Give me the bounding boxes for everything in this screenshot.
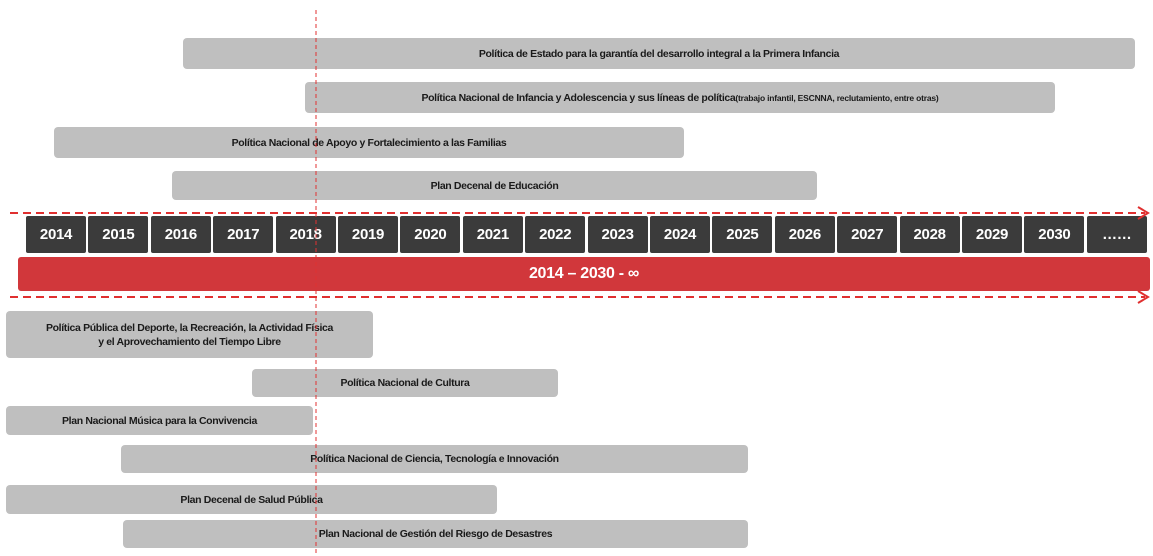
- policy-bar: Política Nacional de Cultura: [252, 369, 558, 397]
- policy-bar: Política Pública del Deporte, la Recreac…: [6, 311, 373, 358]
- year-box: 2023: [587, 216, 648, 253]
- policy-label: Plan Nacional Música para la Convivencia: [62, 414, 257, 427]
- policy-label: Política Nacional de Ciencia, Tecnología…: [310, 453, 559, 465]
- year-box: 2027: [837, 216, 898, 253]
- year-box: 2018: [275, 216, 336, 253]
- year-box: 2016: [150, 216, 211, 253]
- policy-label: Política Nacional de Infancia y Adolesce…: [421, 91, 736, 104]
- year-box: 2022: [525, 216, 586, 253]
- banner-label: 2014 – 2030 - ∞: [528, 265, 640, 282]
- year-box: 2028: [899, 216, 960, 253]
- policy-label: Política de Estado para la garantía del …: [478, 47, 840, 60]
- policy-bar: Política Nacional de Apoyo y Fortalecimi…: [54, 127, 684, 158]
- year-box: 2019: [338, 216, 398, 253]
- year-box: 2029: [962, 216, 1022, 253]
- policy-label: Política Nacional de Apoyo y Fortalecimi…: [231, 136, 507, 149]
- year-box: 2030: [1024, 216, 1085, 253]
- arrow-head: [1137, 290, 1150, 304]
- timeline-banner: 2014 – 2030 - ∞: [18, 257, 1150, 291]
- policy-note: (trabajo infantil, ESCNNA, reclutamiento…: [735, 92, 939, 103]
- year-box: 2021: [462, 216, 523, 253]
- policy-bar: Política Nacional de Ciencia, Tecnología…: [121, 445, 748, 473]
- policy-bar: Plan Decenal de Salud Pública: [6, 485, 497, 514]
- year-box: 2015: [88, 216, 149, 253]
- policy-bar: Plan Decenal de Educación: [172, 171, 817, 200]
- policy-bar: Política de Estado para la garantía del …: [183, 38, 1135, 69]
- policy-label: Política Pública del Deporte, la Recreac…: [45, 321, 334, 334]
- year-box: ……: [1086, 216, 1147, 253]
- policy-label: y el Aprovechamiento del Tiempo Libre: [98, 335, 281, 348]
- policy-label: Plan Decenal de Educación: [430, 179, 559, 192]
- year-box: 2020: [400, 216, 461, 253]
- policy-label: Plan Decenal de Salud Pública: [180, 493, 323, 506]
- year-box: 2026: [774, 216, 835, 253]
- year-box: 2024: [650, 216, 710, 253]
- policy-label: Plan Nacional de Gestión del Riesgo de D…: [318, 528, 553, 540]
- policy-label: Política Nacional de Cultura: [340, 377, 470, 389]
- policy-bar: Política Nacional de Infancia y Adolesce…: [305, 82, 1055, 113]
- policy-bar: Plan Nacional Música para la Convivencia: [6, 406, 313, 435]
- year-box: 2025: [712, 216, 773, 253]
- policy-bar: Plan Nacional de Gestión del Riesgo de D…: [123, 520, 748, 548]
- year-box: 2014: [26, 216, 86, 253]
- year-box: 2017: [213, 216, 274, 253]
